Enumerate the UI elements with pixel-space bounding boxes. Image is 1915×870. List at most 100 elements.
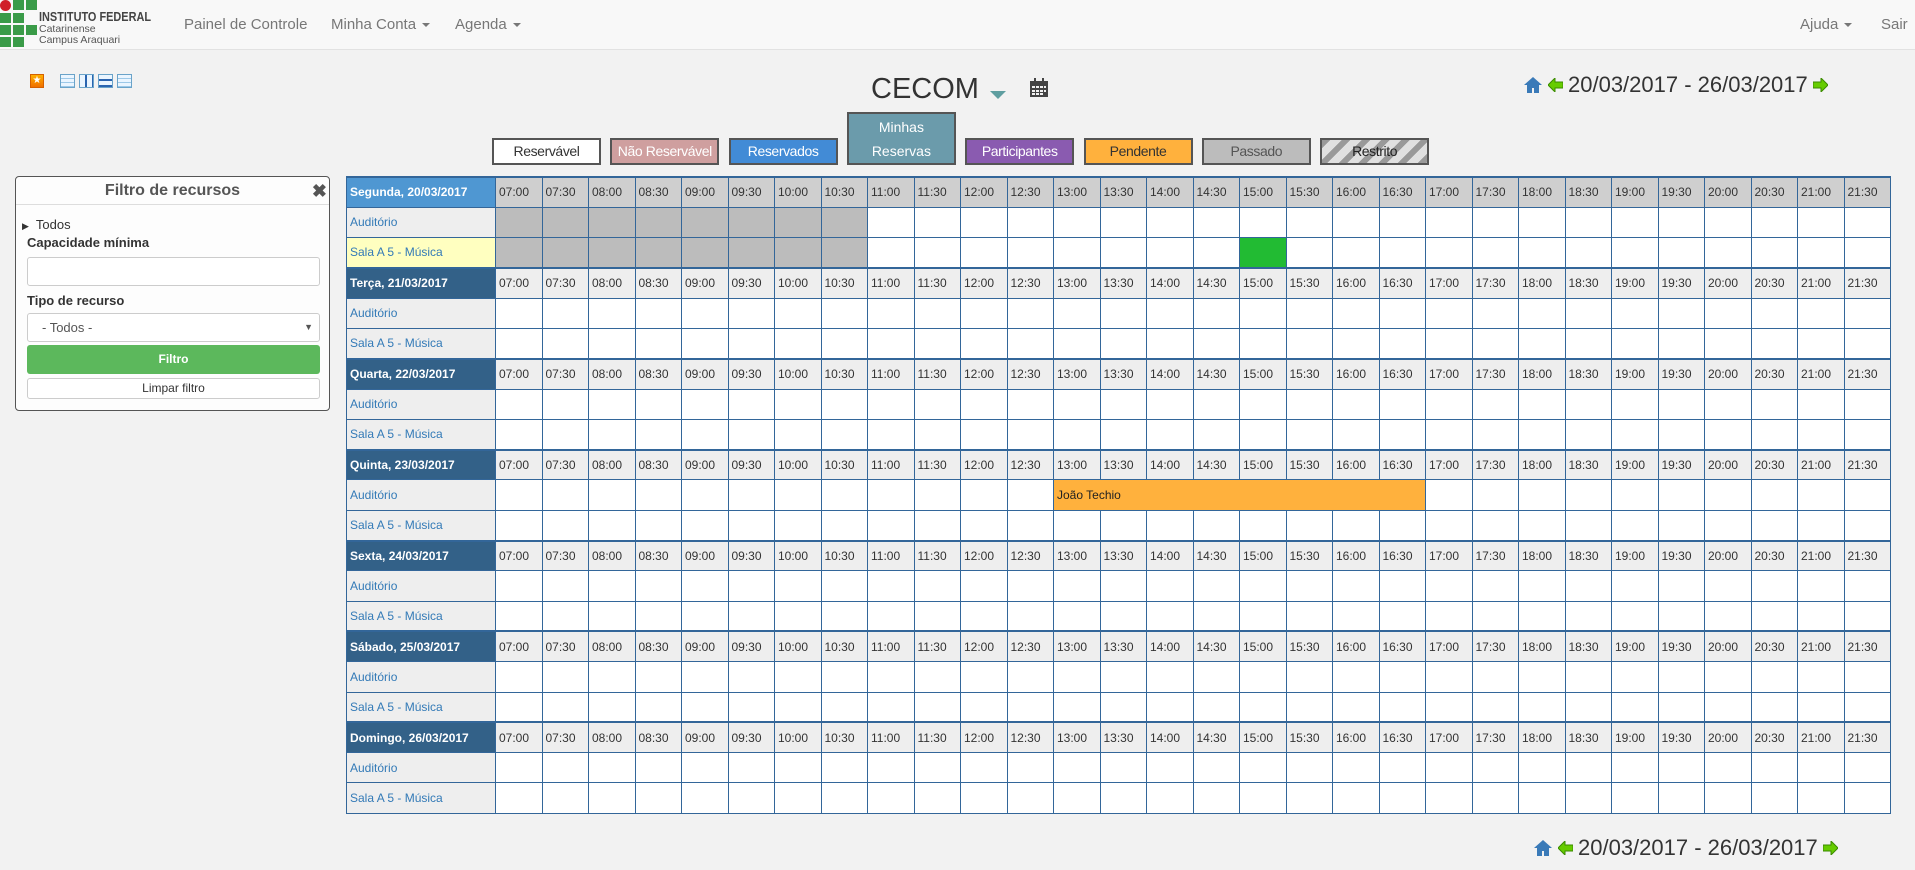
nav-sair[interactable]: Sair — [1881, 16, 1908, 33]
reservable-slot[interactable] — [960, 297, 1008, 329]
reservable-slot[interactable] — [1192, 600, 1240, 632]
reservable-slot[interactable] — [1750, 206, 1798, 239]
reservable-slot[interactable] — [634, 388, 682, 420]
reservable-slot[interactable] — [1006, 388, 1054, 420]
reservable-slot[interactable] — [1471, 206, 1519, 239]
reservable-slot[interactable] — [1053, 782, 1101, 814]
reservable-slot[interactable] — [1239, 297, 1287, 329]
reservable-slot[interactable] — [1099, 237, 1147, 269]
reservable-slot[interactable] — [1611, 661, 1659, 693]
reservable-slot[interactable] — [588, 479, 636, 511]
reservable-slot[interactable] — [1843, 691, 1891, 723]
reservable-slot[interactable] — [960, 782, 1008, 814]
reservable-slot[interactable] — [820, 479, 868, 511]
reservable-slot[interactable] — [495, 600, 543, 632]
next-week-arrow-icon[interactable] — [1822, 841, 1838, 855]
reservable-slot[interactable] — [1099, 661, 1147, 693]
reservable-slot[interactable] — [588, 418, 636, 451]
reservable-slot[interactable] — [1332, 691, 1380, 723]
view-compact-icon[interactable] — [117, 74, 132, 88]
reservable-slot[interactable] — [867, 691, 915, 723]
resource-type-select[interactable]: - Todos - ▼ — [27, 313, 320, 342]
reservable-slot[interactable] — [1425, 691, 1473, 723]
reservable-slot[interactable] — [1657, 691, 1705, 723]
reservable-slot[interactable] — [1053, 388, 1101, 420]
reservable-slot[interactable] — [1704, 297, 1752, 329]
reservable-slot[interactable] — [1518, 327, 1566, 360]
reservable-slot[interactable] — [681, 388, 729, 420]
reservable-slot[interactable] — [1750, 752, 1798, 784]
reservable-slot[interactable] — [1657, 327, 1705, 360]
resource-link[interactable]: Auditório — [346, 206, 496, 239]
reservable-slot[interactable] — [1564, 509, 1612, 542]
reservable-slot[interactable] — [1471, 237, 1519, 269]
reservable-slot[interactable] — [1797, 570, 1845, 602]
reservable-slot[interactable] — [727, 418, 775, 451]
reservable-slot[interactable] — [1750, 661, 1798, 693]
reservable-slot[interactable] — [1332, 509, 1380, 542]
reservable-slot[interactable] — [1471, 418, 1519, 451]
reservable-slot[interactable] — [1239, 206, 1287, 239]
reservable-slot[interactable] — [1704, 509, 1752, 542]
reservable-slot[interactable] — [588, 509, 636, 542]
reservable-slot[interactable] — [1425, 600, 1473, 632]
reservable-slot[interactable] — [1843, 661, 1891, 693]
reservable-slot[interactable] — [1332, 418, 1380, 451]
reservable-slot[interactable] — [1471, 661, 1519, 693]
reservable-slot[interactable] — [1611, 600, 1659, 632]
reservable-slot[interactable] — [1332, 570, 1380, 602]
reservable-slot[interactable] — [1797, 206, 1845, 239]
reservable-slot[interactable] — [1704, 661, 1752, 693]
reservable-slot[interactable] — [1518, 297, 1566, 329]
reservable-slot[interactable] — [1099, 691, 1147, 723]
reservable-slot[interactable] — [1425, 327, 1473, 360]
reservable-slot[interactable] — [774, 388, 822, 420]
reservable-slot[interactable] — [1378, 782, 1426, 814]
reservable-slot[interactable] — [867, 600, 915, 632]
reservable-slot[interactable] — [1239, 661, 1287, 693]
reservable-slot[interactable] — [1006, 237, 1054, 269]
reservable-slot[interactable] — [588, 327, 636, 360]
reservable-slot[interactable] — [495, 509, 543, 542]
reservable-slot[interactable] — [1378, 237, 1426, 269]
resource-link[interactable]: Auditório — [346, 297, 496, 329]
reservable-slot[interactable] — [1053, 327, 1101, 360]
reservable-slot[interactable] — [1378, 600, 1426, 632]
reservable-slot[interactable] — [867, 570, 915, 602]
reservable-slot[interactable] — [774, 418, 822, 451]
reservable-slot[interactable] — [1192, 509, 1240, 542]
reservable-slot[interactable] — [960, 509, 1008, 542]
reservable-slot[interactable] — [1006, 782, 1054, 814]
reservable-slot[interactable] — [1564, 206, 1612, 239]
reservable-slot[interactable] — [1285, 752, 1333, 784]
reservable-slot[interactable] — [820, 600, 868, 632]
reservable-slot[interactable] — [1657, 297, 1705, 329]
reservable-slot[interactable] — [634, 418, 682, 451]
reservable-slot[interactable] — [681, 509, 729, 542]
reservable-slot[interactable] — [1564, 782, 1612, 814]
reservable-slot[interactable] — [1099, 327, 1147, 360]
reservable-slot[interactable] — [1053, 570, 1101, 602]
reservable-slot[interactable] — [1285, 600, 1333, 632]
reservable-slot[interactable] — [588, 600, 636, 632]
reservable-slot[interactable] — [960, 752, 1008, 784]
reservable-slot[interactable] — [1285, 237, 1333, 269]
reservable-slot[interactable] — [1332, 206, 1380, 239]
reservable-slot[interactable] — [681, 752, 729, 784]
reservable-slot[interactable] — [913, 570, 961, 602]
reservable-slot[interactable] — [495, 691, 543, 723]
reservable-slot[interactable] — [1425, 297, 1473, 329]
reservable-slot[interactable] — [541, 661, 589, 693]
reservable-slot[interactable] — [1657, 752, 1705, 784]
reservable-slot[interactable] — [1564, 388, 1612, 420]
reservable-slot[interactable] — [1471, 509, 1519, 542]
reservable-slot[interactable] — [1053, 297, 1101, 329]
reservable-slot[interactable] — [1425, 661, 1473, 693]
reservable-slot[interactable] — [1843, 237, 1891, 269]
reservable-slot[interactable] — [960, 388, 1008, 420]
reservable-slot[interactable] — [1518, 600, 1566, 632]
reservable-slot[interactable] — [1146, 237, 1194, 269]
resource-link[interactable]: Auditório — [346, 388, 496, 420]
reservable-slot[interactable] — [1564, 600, 1612, 632]
reservable-slot[interactable] — [1378, 206, 1426, 239]
